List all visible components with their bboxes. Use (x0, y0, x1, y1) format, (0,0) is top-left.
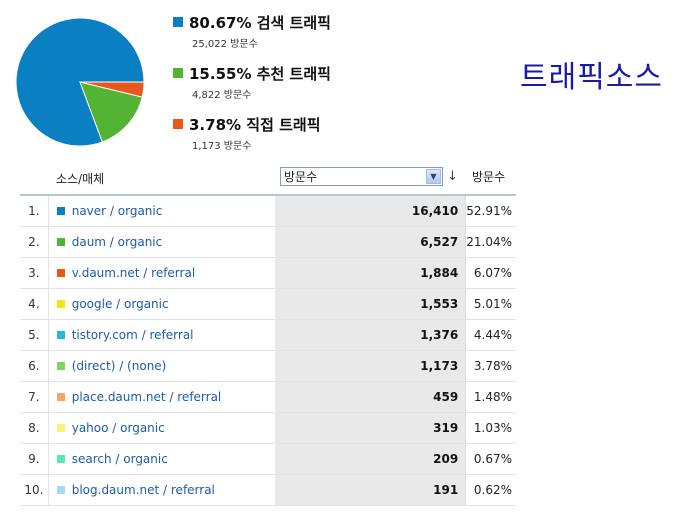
row-rank: 10. (20, 474, 49, 506)
row-source: search / organic (48, 443, 275, 475)
row-source: yahoo / organic (48, 412, 275, 444)
table-row: 4. google / organic 1,553 5.01% (20, 288, 516, 320)
source-color-swatch (56, 269, 65, 277)
source-color-swatch (56, 393, 65, 401)
legend-percent: 3.78% (189, 115, 242, 134)
source-link[interactable]: v.daum.net / referral (71, 266, 196, 280)
row-source: google / organic (48, 288, 275, 320)
table-row: 8. yahoo / organic 319 1.03% (20, 412, 516, 444)
table-row: 3. v.daum.net / referral 1,884 6.07% (20, 257, 516, 289)
source-link[interactable]: yahoo / organic (71, 421, 165, 435)
row-rank: 9. (20, 443, 49, 475)
pie-slice (79, 81, 143, 143)
source-color-swatch (56, 300, 65, 308)
row-rank: 7. (20, 381, 49, 413)
source-color-swatch (56, 238, 65, 246)
row-visits: 459 (274, 381, 467, 413)
row-percent: 4.44% (465, 319, 516, 351)
row-visits: 191 (274, 474, 467, 506)
source-color-swatch (56, 331, 65, 339)
row-percent: 1.03% (465, 412, 516, 444)
row-visits: 1,884 (274, 257, 467, 289)
legend-swatch (173, 68, 183, 78)
legend-percent: 80.67% (189, 13, 252, 32)
legend-visits: 4,822 방문수 (192, 90, 252, 101)
traffic-source-table: 1. naver / organic 16,410 52.91% 2. daum / or… (20, 196, 516, 506)
source-color-swatch (56, 424, 65, 432)
row-visits: 1,553 (274, 288, 467, 320)
source-link[interactable]: naver / organic (71, 204, 163, 218)
chevron-down-icon[interactable]: ▼ (426, 169, 441, 184)
source-color-swatch (56, 455, 65, 463)
row-percent: 0.62% (465, 474, 516, 506)
pie-slice (79, 81, 145, 98)
row-percent: 3.78% (465, 350, 516, 382)
source-link[interactable]: tistory.com / referral (71, 328, 194, 342)
legend-label: 직접 트래픽 (246, 115, 321, 134)
row-percent: 0.67% (465, 443, 516, 475)
legend-direct-traffic: 3.78% 직접 트래픽 1,173 방문수 (173, 114, 321, 152)
source-link[interactable]: daum / organic (71, 235, 163, 249)
table-row: 7. place.daum.net / referral 459 1.48% (20, 381, 516, 413)
row-visits: 16,410 (274, 196, 467, 227)
row-rank: 1. (20, 196, 49, 227)
legend-swatch (173, 17, 183, 27)
legend-visits: 25,022 방문수 (192, 39, 258, 50)
source-color-swatch (56, 362, 65, 370)
row-rank: 5. (20, 319, 49, 351)
legend-referral-traffic: 15.55% 추천 트래픽 4,822 방문수 (173, 63, 331, 101)
row-rank: 6. (20, 350, 49, 382)
row-source: place.daum.net / referral (48, 381, 275, 413)
legend-percent: 15.55% (189, 64, 252, 83)
column-header-percent: 방문수 (472, 170, 506, 184)
page-title: 트래픽소스 (520, 60, 663, 95)
table-row: 6. (direct) / (none) 1,173 3.78% (20, 350, 516, 382)
legend-visits: 1,173 방문수 (192, 141, 252, 152)
row-rank: 8. (20, 412, 49, 444)
row-source: (direct) / (none) (48, 350, 275, 382)
row-source: tistory.com / referral (48, 319, 275, 351)
row-source: naver / organic (48, 196, 275, 227)
source-link[interactable]: (direct) / (none) (71, 359, 167, 373)
legend-label: 추천 트래픽 (256, 64, 331, 83)
table-row: 9. search / organic 209 0.67% (20, 443, 516, 475)
row-visits: 1,376 (274, 319, 467, 351)
row-rank: 3. (20, 257, 49, 289)
row-percent: 5.01% (465, 288, 516, 320)
row-percent: 52.91% (465, 196, 516, 227)
legend-label: 검색 트래픽 (256, 13, 331, 32)
row-percent: 6.07% (465, 257, 516, 289)
row-rank: 2. (20, 226, 49, 258)
source-link[interactable]: place.daum.net / referral (71, 390, 222, 404)
row-percent: 1.48% (465, 381, 516, 413)
table-row: 10. blog.daum.net / referral 191 0.62% (20, 474, 516, 506)
row-percent: 21.04% (465, 226, 516, 258)
header-divider (20, 194, 516, 196)
row-visits: 209 (274, 443, 467, 475)
legend-search-traffic: 80.67% 검색 트래픽 25,022 방문수 (173, 12, 331, 50)
row-visits: 6,527 (274, 226, 467, 258)
source-link[interactable]: search / organic (71, 452, 168, 466)
row-source: blog.daum.net / referral (48, 474, 275, 506)
row-source: v.daum.net / referral (48, 257, 275, 289)
metric-select-value: 방문수 (284, 170, 318, 184)
row-rank: 4. (20, 288, 49, 320)
source-link[interactable]: google / organic (71, 297, 169, 311)
row-visits: 1,173 (274, 350, 467, 382)
sort-arrow-icon[interactable]: ↓ (447, 169, 458, 184)
source-color-swatch (56, 486, 65, 494)
table-row: 5. tistory.com / referral 1,376 4.44% (20, 319, 516, 351)
source-link[interactable]: blog.daum.net / referral (71, 483, 215, 497)
legend-swatch (173, 119, 183, 129)
traffic-pie-chart (15, 17, 145, 147)
metric-select[interactable]: 방문수 ▼ (280, 167, 443, 186)
table-row: 1. naver / organic 16,410 52.91% (20, 196, 516, 227)
source-color-swatch (56, 207, 65, 215)
column-header-source: 소스/매체 (56, 172, 105, 186)
row-source: daum / organic (48, 226, 275, 258)
row-visits: 319 (274, 412, 467, 444)
table-row: 2. daum / organic 6,527 21.04% (20, 226, 516, 258)
